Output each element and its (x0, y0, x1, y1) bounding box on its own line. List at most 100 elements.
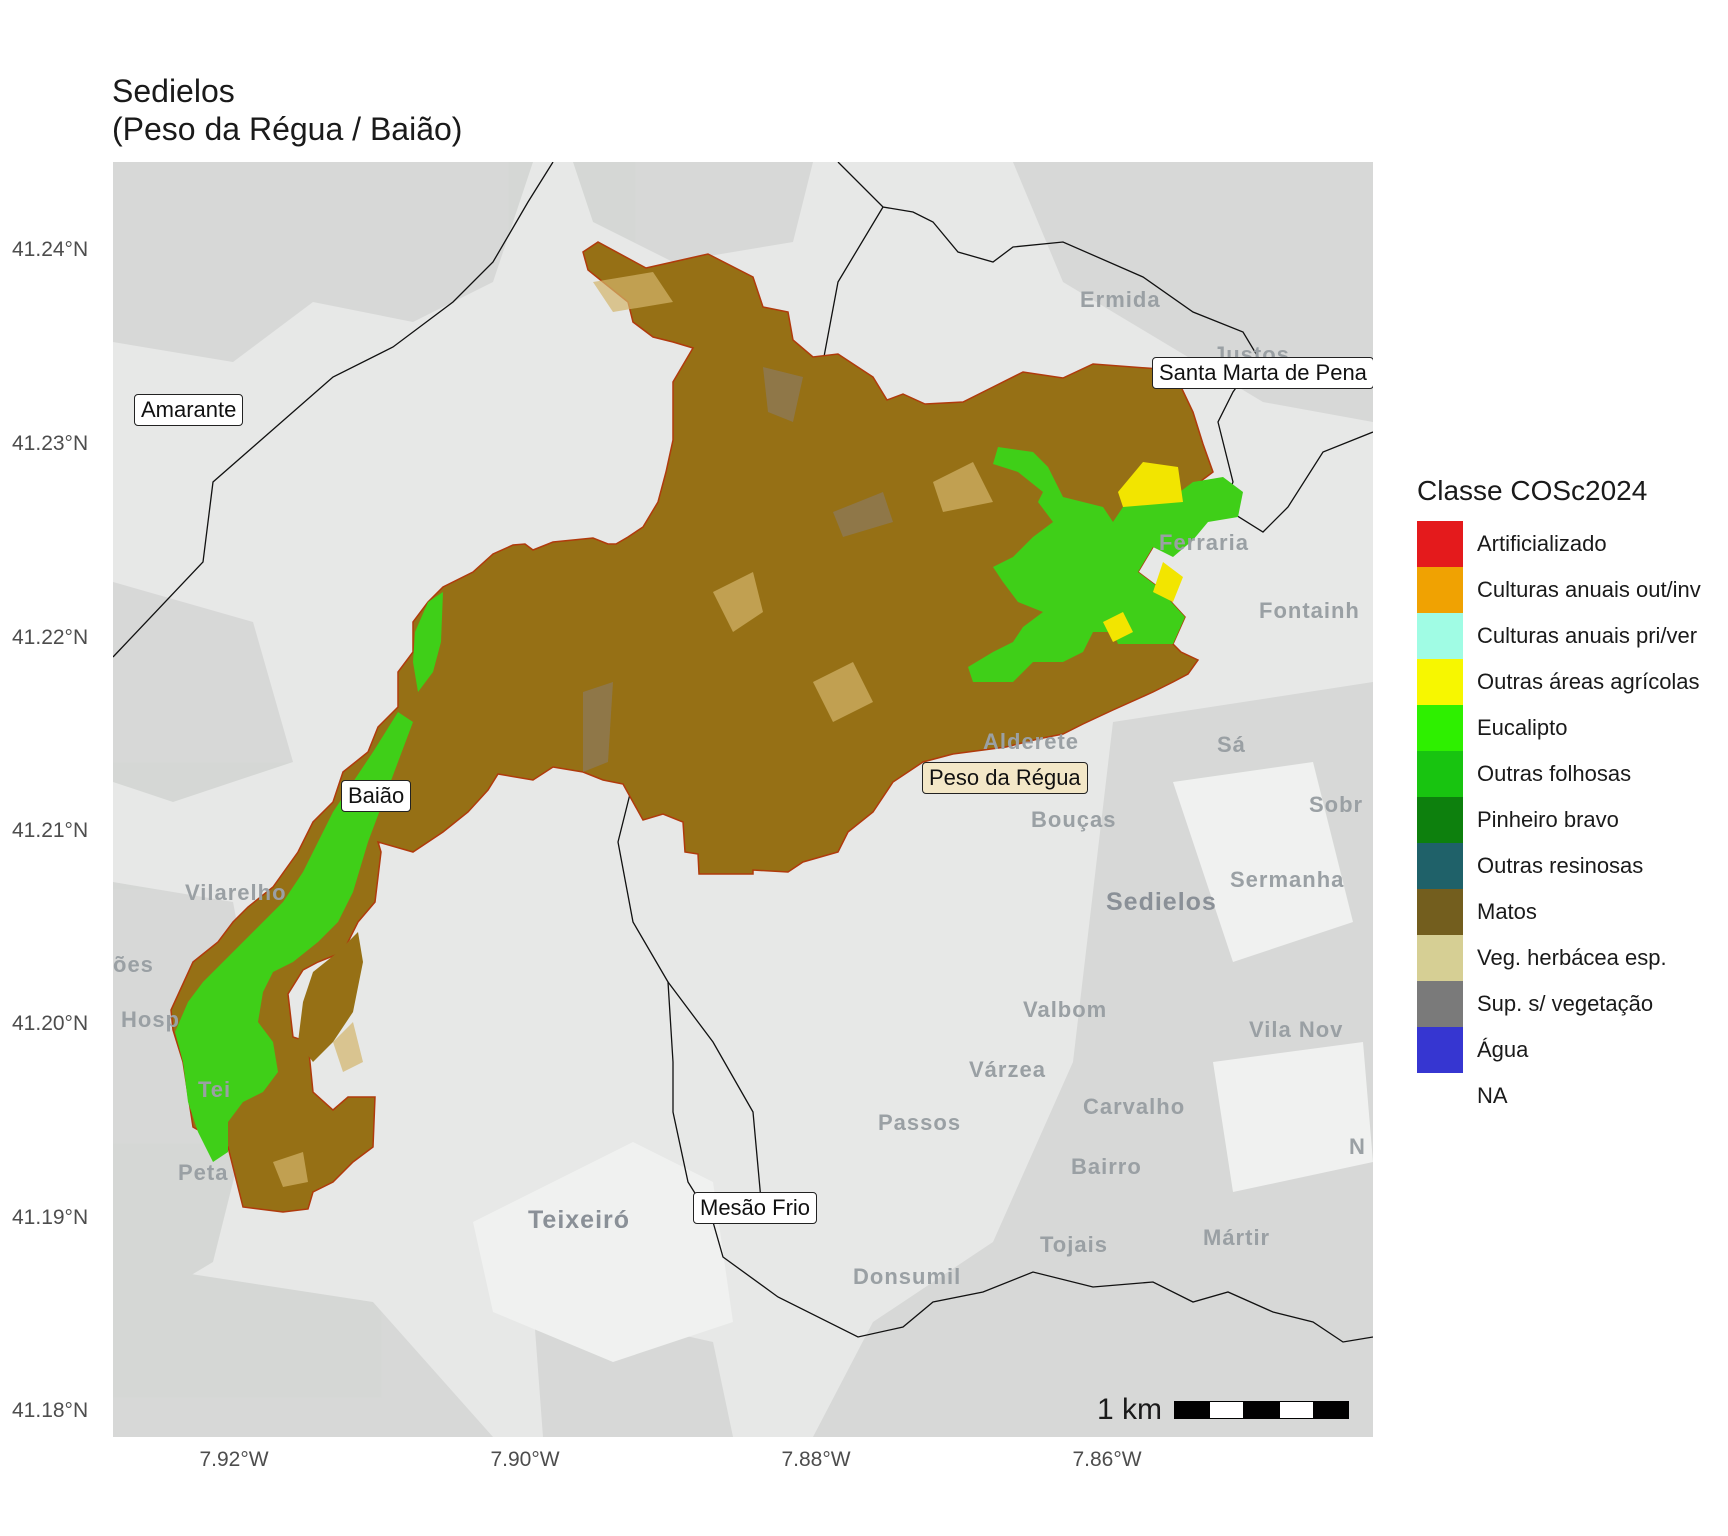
legend-item: Artificializado (1417, 521, 1722, 567)
eucalipto-outras-folhosas-east (968, 447, 1243, 682)
land-cover-area (170, 241, 1243, 1213)
callout-amarante: Amarante (134, 394, 244, 426)
legend-label: Eucalipto (1477, 715, 1568, 740)
place-label: Vilarelho (185, 880, 287, 905)
legend-swatch (1417, 705, 1463, 751)
legend-label: Culturas anuais pri/ver (1477, 623, 1698, 648)
callout-peso-da-regua: Peso da Régua (922, 762, 1088, 794)
legend-label: NA (1477, 1083, 1508, 1108)
eucalipto-outras-folhosas-southwest (175, 712, 413, 1162)
legend-label: Matos (1477, 899, 1537, 924)
x-tick-label: 7.88°W (781, 1448, 851, 1471)
place-label: Alderete (983, 729, 1080, 754)
place-label: Sermanha (1230, 867, 1345, 892)
legend-swatch (1417, 751, 1463, 797)
place-label: Sá (1217, 732, 1246, 757)
scale-segment (1279, 1401, 1315, 1419)
legend-item: Matos (1417, 889, 1722, 935)
legend-label: Pinheiro bravo (1477, 807, 1619, 832)
scale-segment (1314, 1401, 1350, 1419)
place-label: Valbom (1023, 997, 1108, 1022)
place-label: Mártir (1203, 1225, 1271, 1250)
map-panel[interactable]: Ermida Justos Ferraria Fontainh Alderete… (113, 162, 1373, 1437)
legend-items: Artificializado Culturas anuais out/inv Cu… (1417, 521, 1722, 1119)
y-tick-label: 41.18°N (12, 1399, 89, 1422)
legend-label: Outras áreas agrícolas (1477, 669, 1700, 694)
legend-swatch (1417, 1027, 1463, 1073)
legend-item: Culturas anuais out/inv (1417, 567, 1722, 613)
legend-label: Água (1477, 1037, 1529, 1062)
map-title: Sedielos (Peso da Régua / Baião) (112, 72, 462, 148)
legend-label: Sup. s/ vegetação (1477, 991, 1654, 1016)
place-label: Peta (178, 1160, 229, 1185)
x-tick-label: 7.90°W (490, 1448, 560, 1471)
matos-southwest-core (298, 932, 363, 1062)
y-tick-label: 41.22°N (12, 626, 89, 649)
legend-swatch (1417, 659, 1463, 705)
basemap-svg (113, 162, 1373, 1437)
legend-label: Veg. herbácea esp. (1477, 945, 1667, 970)
legend-item: Outras folhosas (1417, 751, 1722, 797)
place-label: Donsumil (853, 1264, 962, 1289)
place-label: Hosp (121, 1007, 180, 1032)
legend-item: Eucalipto (1417, 705, 1722, 751)
legend-item: NA (1417, 1073, 1722, 1119)
place-label: Passos (878, 1110, 962, 1135)
place-label: Bouças (1031, 807, 1117, 832)
legend-swatch (1417, 981, 1463, 1027)
legend-item: Sup. s/ vegetação (1417, 981, 1722, 1027)
place-label-sedielos: Sedielos (1106, 888, 1217, 916)
legend-label: Culturas anuais out/inv (1477, 577, 1701, 602)
place-label: Carvalho (1083, 1094, 1186, 1119)
legend-title: Classe COSc2024 (1417, 475, 1648, 506)
place-label: Ermida (1080, 287, 1161, 312)
scale-bar-label: 1 km (1097, 1393, 1163, 1426)
legend-swatch (1417, 797, 1463, 843)
y-tick-label: 41.19°N (12, 1206, 89, 1229)
legend-swatch (1417, 613, 1463, 659)
legend-item: Pinheiro bravo (1417, 797, 1722, 843)
place-label: N (1349, 1134, 1366, 1159)
basemap-light-areas (473, 762, 1373, 1362)
legend-swatch (1417, 1073, 1463, 1119)
x-tick-label: 7.92°W (199, 1448, 269, 1471)
callout-santa-marta-de-pena: Santa Marta de Pena (1152, 357, 1373, 389)
legend-swatch (1417, 889, 1463, 935)
y-tick-label: 41.21°N (12, 819, 89, 842)
scale-segment (1244, 1401, 1280, 1419)
legend-item: Culturas anuais pri/ver (1417, 613, 1722, 659)
legend-label: Outras folhosas (1477, 761, 1632, 786)
legend-item: Outras resinosas (1417, 843, 1722, 889)
matos-region (170, 241, 1214, 1213)
legend-swatch (1417, 843, 1463, 889)
legend-item: Outras áreas agrícolas (1417, 659, 1722, 705)
place-label: Várzea (969, 1057, 1046, 1082)
place-label: Sobr (1309, 792, 1364, 817)
legend-label: Outras resinosas (1477, 853, 1644, 878)
legend-swatch (1417, 567, 1463, 613)
title-line-1: Sedielos (112, 73, 235, 109)
eucalipto-north-strip (413, 592, 443, 692)
y-tick-label: 41.20°N (12, 1012, 89, 1035)
scale-bar: 1 km (1097, 1393, 1350, 1427)
place-label: Fontainh (1259, 598, 1360, 623)
place-label: ões (113, 952, 154, 977)
legend: Classe COSc2024 Artificializado Culturas … (1417, 475, 1722, 1119)
place-label: Vila Nov (1249, 1017, 1344, 1042)
scale-segment (1174, 1401, 1210, 1419)
y-tick-label: 41.24°N (12, 238, 89, 261)
y-tick-label: 41.23°N (12, 432, 89, 455)
title-line-2: (Peso da Régua / Baião) (112, 111, 463, 147)
legend-item: Veg. herbácea esp. (1417, 935, 1722, 981)
legend-swatch (1417, 521, 1463, 567)
outras-areas-agricolas-east (1103, 462, 1183, 642)
place-label: Tojais (1040, 1232, 1108, 1257)
place-label: Tei (198, 1077, 232, 1102)
scale-segment (1209, 1401, 1245, 1419)
place-label: Bairro (1071, 1154, 1142, 1179)
x-tick-label: 7.86°W (1072, 1448, 1142, 1471)
legend-swatch (1417, 935, 1463, 981)
place-label: Ferraria (1159, 530, 1249, 555)
legend-label: Artificializado (1477, 531, 1607, 556)
place-label: Teixeiró (528, 1206, 631, 1234)
